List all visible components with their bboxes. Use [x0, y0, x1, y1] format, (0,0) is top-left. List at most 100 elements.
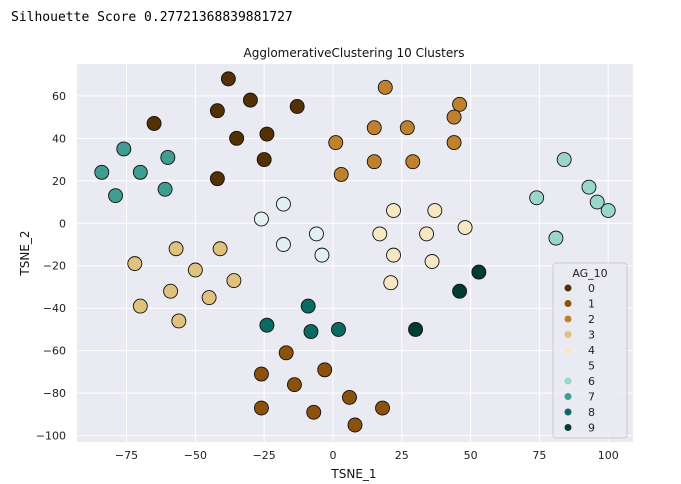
data-point-cluster-5: [314, 247, 330, 263]
data-point-cluster-1: [306, 404, 322, 420]
x-axis-label: TSNE_1: [330, 467, 376, 481]
data-point-cluster-3: [201, 290, 217, 306]
data-point-cluster-2: [452, 96, 468, 112]
data-point-cluster-8: [331, 321, 346, 337]
data-point-cluster-0: [242, 92, 258, 108]
data-point-cluster-8: [259, 317, 275, 333]
data-point-cluster-8: [303, 324, 319, 340]
data-point-cluster-4: [457, 220, 473, 235]
data-point-cluster-2: [446, 109, 462, 125]
data-point-cluster-1: [278, 345, 294, 361]
data-point-cluster-5: [275, 237, 291, 252]
legend-label-6: 6: [588, 375, 595, 388]
x-tick-label: 75: [532, 449, 546, 462]
legend-label-4: 4: [588, 344, 595, 357]
data-point-cluster-0: [209, 171, 225, 187]
legend-marker-3: [564, 331, 572, 338]
legend: AG_10 0 1 2 3 4 5 6 7 8 9: [552, 262, 628, 439]
y-tick-label: 40: [52, 132, 66, 145]
data-point-cluster-4: [372, 226, 388, 242]
legend-marker-8: [564, 408, 572, 416]
data-point-cluster-3: [212, 241, 228, 257]
data-point-cluster-2: [446, 135, 462, 151]
data-point-cluster-2: [405, 154, 421, 170]
data-point-cluster-4: [419, 226, 435, 242]
plot-area: [77, 64, 633, 442]
data-point-cluster-3: [187, 262, 203, 278]
data-point-cluster-1: [286, 377, 302, 393]
legend-label-2: 2: [588, 313, 595, 326]
data-point-cluster-7: [157, 181, 173, 197]
data-point-cluster-0: [220, 71, 236, 87]
data-point-cluster-0: [289, 99, 305, 114]
y-tick-label: −60: [43, 345, 66, 358]
legend-box: [552, 262, 628, 439]
data-point-cluster-3: [132, 298, 148, 314]
legend-label-1: 1: [588, 298, 595, 311]
data-point-cluster-3: [226, 273, 242, 289]
data-point-cluster-3: [127, 256, 143, 272]
legend-label-5: 5: [588, 360, 595, 373]
x-tick-label: 0: [329, 449, 336, 462]
data-point-cluster-1: [347, 417, 363, 433]
y-tick-label: −40: [43, 302, 66, 315]
data-point-cluster-5: [275, 196, 291, 212]
data-point-cluster-6: [581, 179, 597, 195]
y-tick-label: −20: [43, 260, 66, 273]
data-point-cluster-9: [452, 283, 468, 299]
chart-title: AgglomerativeClustering 10 Clusters: [244, 46, 465, 60]
data-point-cluster-0: [146, 116, 162, 131]
x-tick-label: 25: [395, 449, 409, 462]
data-point-cluster-9: [471, 264, 487, 280]
data-point-cluster-1: [317, 362, 333, 378]
legend-label-0: 0: [588, 282, 595, 295]
data-point-cluster-6: [556, 152, 572, 168]
legend-label-8: 8: [588, 406, 595, 419]
data-point-cluster-0: [229, 130, 245, 146]
legend-marker-0: [564, 284, 572, 292]
y-tick-label: 60: [52, 90, 66, 103]
data-point-cluster-8: [300, 298, 316, 314]
legend-marker-4: [564, 346, 572, 354]
legend-marker-1: [564, 300, 572, 307]
data-point-cluster-6: [600, 203, 616, 218]
legend-marker-6: [564, 377, 572, 385]
y-tick-label: −80: [43, 387, 66, 400]
data-point-cluster-2: [366, 120, 382, 136]
legend-marker-7: [564, 393, 572, 400]
data-point-cluster-0: [259, 126, 275, 142]
data-point-cluster-3: [168, 241, 184, 257]
x-tick-label: −75: [115, 449, 138, 462]
legend-items: 0 1 2 3 4 5 6 7 8 9: [564, 282, 595, 435]
data-point-cluster-1: [253, 366, 269, 382]
data-point-cluster-7: [94, 164, 110, 180]
y-tick-label: 20: [52, 175, 66, 188]
data-point-cluster-7: [116, 141, 132, 157]
x-tick-label: 100: [598, 449, 619, 462]
legend-label-7: 7: [588, 391, 595, 404]
data-point-cluster-2: [366, 154, 382, 170]
data-point-cluster-4: [424, 254, 440, 269]
data-point-cluster-7: [160, 149, 176, 165]
data-point-cluster-2: [333, 166, 349, 182]
data-point-cluster-4: [386, 203, 401, 218]
data-point-cluster-4: [386, 247, 401, 263]
data-point-cluster-3: [163, 283, 179, 299]
x-axis-ticks: −75 −50 −25 0 25 50 75 100: [115, 449, 619, 462]
legend-title: AG_10: [572, 267, 607, 280]
data-point-cluster-3: [171, 313, 187, 329]
data-point-cluster-6: [589, 194, 605, 210]
data-point-cluster-0: [209, 103, 225, 119]
data-point-cluster-6: [529, 190, 545, 206]
data-point-cluster-2: [399, 120, 415, 136]
y-tick-label: 0: [59, 217, 66, 230]
data-point-cluster-4: [427, 203, 443, 218]
x-tick-label: −50: [184, 449, 207, 462]
legend-marker-2: [564, 315, 572, 323]
silhouette-score-text: Silhouette Score 0.27721368839881727: [11, 10, 293, 25]
y-axis-ticks: −100 −80 −60 −40 −20 0 20 40 60: [36, 90, 66, 443]
data-point-cluster-2: [377, 79, 393, 95]
data-point-cluster-0: [256, 152, 272, 168]
legend-marker-5: [564, 362, 572, 369]
